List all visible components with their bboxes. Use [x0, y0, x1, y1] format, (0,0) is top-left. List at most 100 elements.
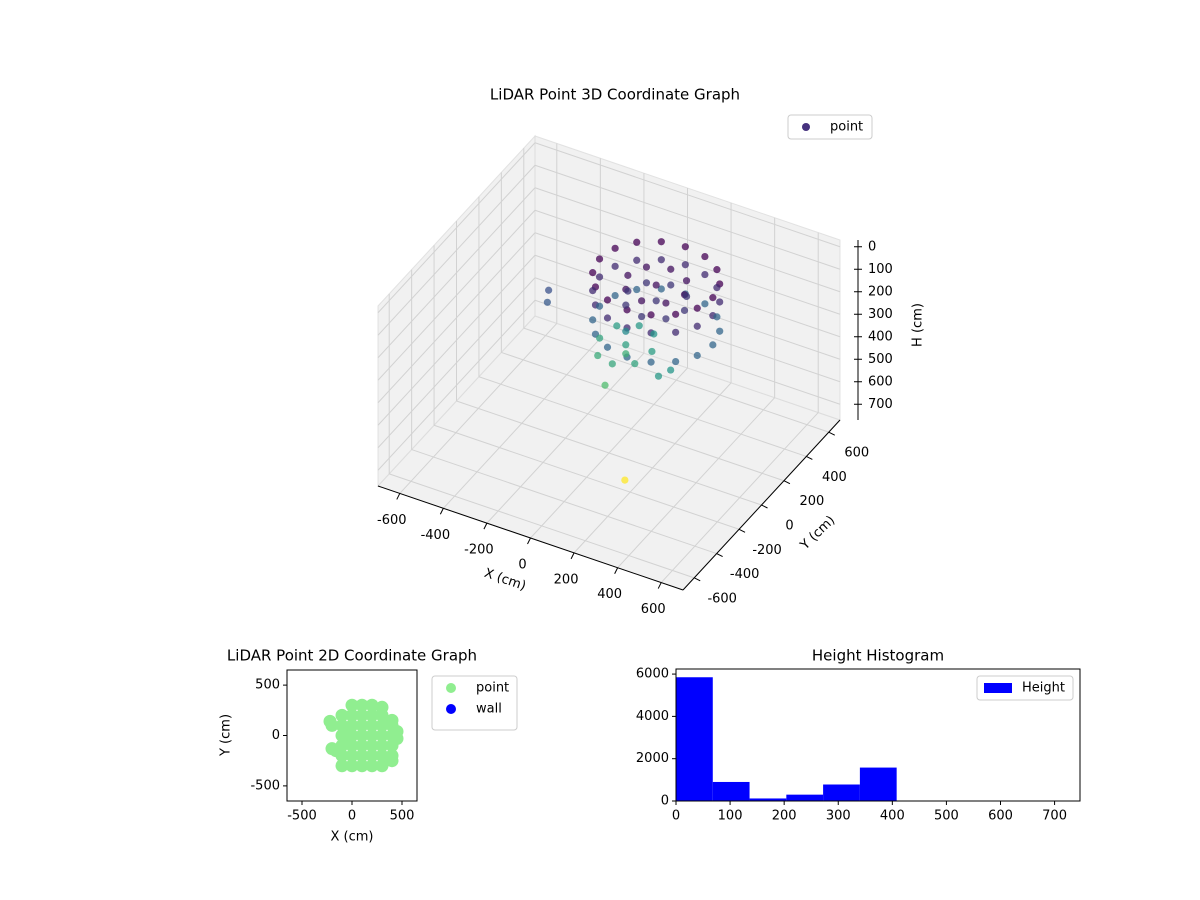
point	[345, 708, 359, 722]
legend-box	[976, 675, 1074, 701]
point	[385, 713, 399, 727]
point	[681, 261, 689, 269]
grid-line	[377, 299, 536, 471]
tick-mark	[439, 508, 444, 515]
point	[385, 749, 399, 763]
x-tick-label: 600	[988, 809, 1013, 824]
point	[622, 350, 630, 358]
point	[667, 281, 675, 289]
chart-title: LiDAR Point 2D Coordinate Graph	[227, 647, 477, 665]
legend-marker	[446, 683, 456, 693]
grid-line	[377, 232, 536, 404]
z-axis-label: H (cm)	[911, 303, 926, 347]
legend-box	[787, 114, 873, 140]
y-tick-label: -500	[250, 778, 280, 793]
legend-marker	[802, 123, 810, 131]
tick-mark	[761, 504, 768, 509]
legend-label: point	[830, 120, 863, 135]
point	[672, 310, 680, 318]
point	[657, 238, 665, 246]
point	[345, 749, 359, 763]
point	[589, 287, 597, 295]
grid-line	[377, 277, 536, 449]
point	[355, 749, 369, 763]
point	[633, 238, 641, 246]
grid-line	[534, 254, 841, 360]
point	[365, 749, 379, 763]
point	[589, 316, 597, 324]
point	[375, 718, 389, 732]
z-tick-label: 100	[868, 262, 893, 277]
point	[701, 252, 709, 261]
y-tick-label: 200	[800, 494, 825, 509]
point	[355, 718, 369, 732]
y-axis-line	[682, 419, 841, 591]
point	[624, 271, 632, 279]
z-tick-label: 0	[868, 239, 876, 254]
y-axis-label: Y (cm)	[797, 513, 838, 554]
tick-mark	[657, 582, 662, 589]
legend-label: Height	[1022, 681, 1065, 696]
point	[662, 315, 670, 323]
point	[657, 256, 665, 264]
point	[622, 341, 630, 349]
tick-mark	[828, 431, 836, 436]
y-axis-label: Y (cm)	[219, 714, 234, 757]
point	[667, 366, 675, 374]
point	[613, 322, 621, 330]
z-tick-label: 500	[868, 352, 893, 367]
chart-title: LiDAR Point 3D Coordinate Graph	[490, 86, 740, 104]
point	[701, 270, 709, 279]
x-tick-label: 200	[772, 809, 797, 824]
point	[611, 291, 619, 300]
tick-mark	[396, 493, 401, 500]
point	[648, 347, 656, 356]
z-tick-label: 700	[868, 397, 893, 412]
point	[365, 708, 379, 722]
point	[635, 322, 643, 330]
x-tick-label: 300	[826, 809, 851, 824]
bar	[859, 767, 897, 801]
point	[375, 739, 389, 753]
grid-line	[523, 327, 829, 433]
point	[329, 744, 343, 758]
point	[701, 300, 709, 308]
point	[672, 357, 680, 366]
bar	[676, 677, 713, 801]
point	[545, 286, 553, 294]
bar	[786, 794, 824, 801]
point	[681, 243, 689, 251]
point	[642, 279, 651, 287]
point	[693, 351, 701, 360]
legend-patch	[984, 683, 1012, 693]
point	[601, 381, 609, 389]
point	[325, 718, 339, 732]
point	[638, 312, 646, 321]
x-axis-label: X (cm)	[331, 830, 374, 845]
y-tick-label: -400	[730, 567, 760, 582]
x-tick-label: 0	[348, 809, 356, 824]
point	[622, 301, 630, 309]
grid-line	[534, 299, 841, 405]
point	[345, 759, 359, 773]
point	[693, 322, 701, 330]
grid-line	[411, 449, 717, 555]
point	[633, 256, 641, 264]
z-tick-label: 300	[868, 307, 893, 322]
x-tick-label: 400	[880, 809, 905, 824]
point	[365, 718, 379, 732]
point	[709, 294, 717, 302]
point	[595, 273, 604, 281]
y-tick-label: 500	[255, 678, 280, 693]
point	[611, 262, 619, 270]
y-tick-label: 600	[844, 446, 869, 461]
point	[603, 296, 612, 304]
tick-mark	[738, 528, 746, 533]
point	[390, 724, 404, 738]
y-tick-label: 0	[272, 728, 280, 743]
y-tick-label: -600	[707, 591, 737, 606]
point	[713, 284, 721, 292]
grid-line	[534, 142, 841, 248]
tick-mark	[483, 522, 488, 530]
x-tick-label: 600	[641, 602, 666, 617]
